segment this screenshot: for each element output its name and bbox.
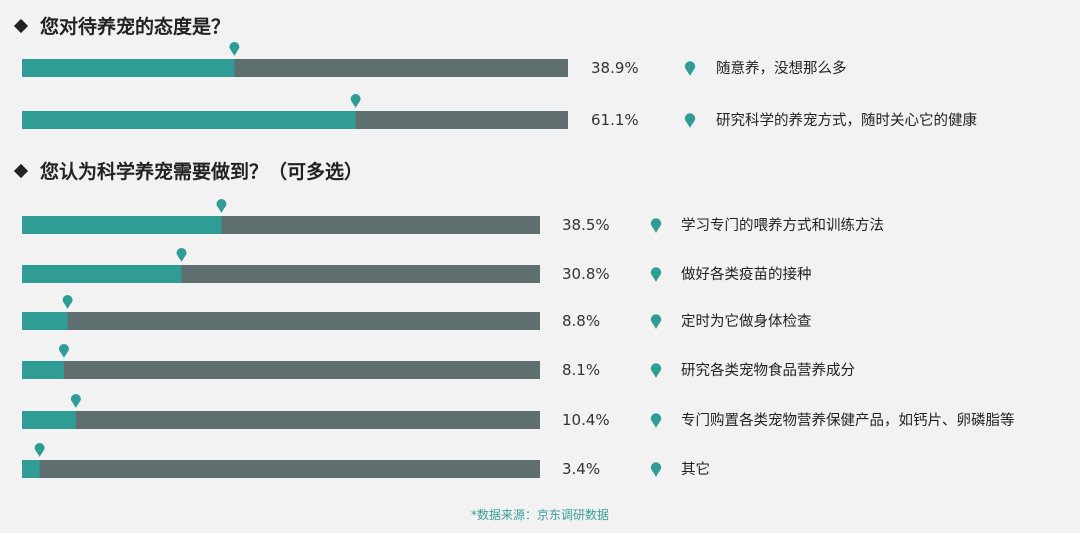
category-label: 专门购置各类宠物营养保健产品，如钙片、卵磷脂等: [681, 411, 1015, 429]
bar-marker-pin-icon: [58, 344, 69, 358]
bar-marker-pin-icon: [34, 443, 45, 457]
source-note: *数据来源：京东调研数据: [470, 508, 609, 522]
bar: [22, 111, 356, 129]
category-label: 定时为它做身体检查: [681, 312, 812, 330]
value-label: 38.9%: [591, 59, 639, 77]
category-label: 其它: [681, 460, 710, 478]
section-title-1: 您对待养宠的态度是？: [13, 12, 231, 39]
bar-marker-pin-icon: [350, 94, 361, 108]
bar: [22, 361, 64, 379]
category-label: 学习专门的喂养方式和训练方法: [681, 217, 884, 234]
category-label: 研究科学的养宠方式，随时关心它的健康: [716, 111, 977, 129]
bar-marker-pin-icon: [70, 394, 81, 408]
map-pin-icon: [650, 267, 662, 282]
bar: [22, 312, 68, 330]
map-pin-icon: [684, 61, 696, 76]
bar: [22, 411, 76, 429]
bar-track: [22, 361, 540, 379]
category-label: 研究各类宠物食品营养成分: [681, 362, 855, 379]
bar-marker-pin-icon: [176, 248, 187, 262]
map-pin-icon: [650, 314, 662, 329]
bar-track: [22, 460, 540, 478]
bar: [22, 59, 235, 77]
value-label: 61.1%: [591, 111, 639, 129]
bar: [22, 216, 222, 234]
bar-track: [22, 411, 540, 429]
category-label: 做好各类疫苗的接种: [681, 266, 812, 283]
map-pin-icon: [650, 413, 662, 428]
bar-track: [22, 312, 540, 330]
value-label: 8.1%: [562, 361, 600, 379]
bar-marker-pin-icon: [62, 295, 73, 309]
map-pin-icon: [650, 462, 662, 477]
map-pin-icon: [650, 218, 662, 233]
value-label: 3.4%: [562, 460, 600, 478]
value-label: 30.8%: [562, 265, 610, 283]
bar-marker-pin-icon: [216, 199, 227, 213]
map-pin-icon: [684, 113, 696, 128]
section-title-1-text: 您对待养宠的态度是？: [40, 16, 231, 38]
value-label: 8.8%: [562, 312, 600, 330]
bar-marker-pin-icon: [229, 42, 240, 56]
bar: [22, 265, 182, 283]
value-label: 38.5%: [562, 216, 610, 234]
category-label: 随意养，没想那么多: [716, 59, 847, 77]
map-pin-icon: [650, 363, 662, 378]
section-title-2-text: 您认为科学养宠需要做到？（可多选）: [40, 161, 364, 183]
value-label: 10.4%: [562, 411, 610, 429]
bar: [22, 460, 40, 478]
section-title-2: 您认为科学养宠需要做到？（可多选）: [13, 157, 364, 184]
